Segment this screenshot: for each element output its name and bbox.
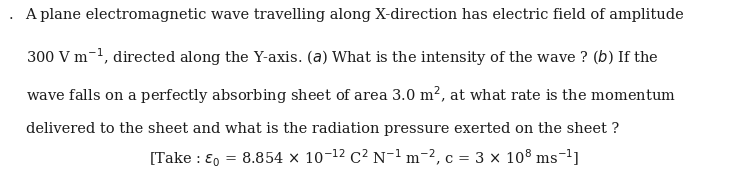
Text: 300 V m$^{-1}$, directed along the Y-axis. ($a$) What is the intensity of the wa: 300 V m$^{-1}$, directed along the Y-axi…	[26, 46, 658, 68]
Text: [Take : $\varepsilon_0$ = 8.854 $\times$ 10$^{-12}$ C$^2$ N$^{-1}$ m$^{-2}$, c =: [Take : $\varepsilon_0$ = 8.854 $\times$…	[149, 148, 580, 169]
Text: wave falls on a perfectly absorbing sheet of area 3.0 m$^{2}$, at what rate is t: wave falls on a perfectly absorbing shee…	[26, 84, 675, 106]
Text: A plane electromagnetic wave travelling along X-direction has electric field of : A plane electromagnetic wave travelling …	[26, 8, 685, 22]
Text: .: .	[9, 8, 13, 22]
Text: delivered to the sheet and what is the radiation pressure exerted on the sheet ?: delivered to the sheet and what is the r…	[26, 122, 619, 135]
